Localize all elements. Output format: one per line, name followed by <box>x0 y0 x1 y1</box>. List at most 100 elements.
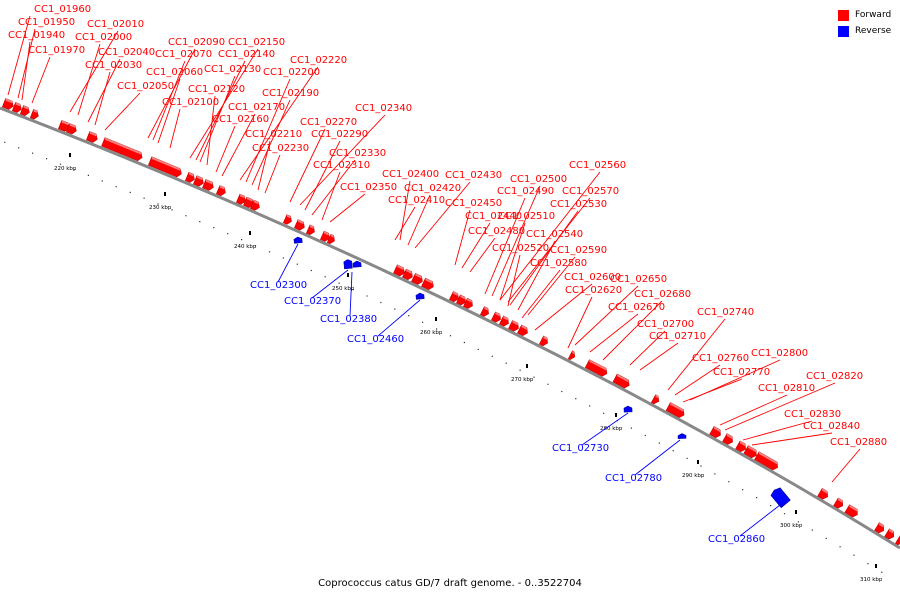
forward-gene-label[interactable]: CC1_02570 <box>562 186 619 197</box>
forward-gene-label[interactable]: CC1_02010 <box>87 19 144 30</box>
forward-gene-label[interactable]: CC1_02440 <box>465 211 522 222</box>
forward-gene-label[interactable]: CC1_02650 <box>610 274 667 285</box>
forward-gene[interactable] <box>11 102 23 113</box>
forward-gene[interactable] <box>874 522 887 535</box>
forward-gene-label[interactable]: CC1_02220 <box>290 55 347 66</box>
forward-gene-label[interactable]: CC1_02000 <box>75 32 132 43</box>
forward-gene-label[interactable]: CC1_02820 <box>806 371 863 382</box>
forward-gene-label[interactable]: CC1_02190 <box>262 88 319 99</box>
forward-gene-label[interactable]: CC1_02400 <box>382 169 439 180</box>
forward-gene[interactable] <box>411 272 424 285</box>
reverse-gene[interactable] <box>343 259 353 270</box>
forward-gene-label[interactable]: CC1_02410 <box>388 195 445 206</box>
forward-gene-label[interactable]: CC1_02590 <box>550 245 607 256</box>
forward-gene-label[interactable]: CC1_02740 <box>697 307 754 318</box>
reverse-gene[interactable] <box>623 405 633 413</box>
forward-gene-label[interactable]: CC1_01970 <box>28 45 85 56</box>
forward-gene[interactable] <box>305 224 316 236</box>
forward-gene[interactable] <box>612 373 631 389</box>
forward-gene[interactable] <box>499 315 510 328</box>
forward-gene-label[interactable]: CC1_02450 <box>445 198 502 209</box>
forward-gene[interactable] <box>491 311 502 324</box>
forward-gene-label[interactable]: CC1_02040 <box>98 47 155 58</box>
forward-gene-label[interactable]: CC1_02230 <box>252 143 309 154</box>
forward-gene[interactable] <box>449 291 460 303</box>
forward-gene-label[interactable]: CC1_02330 <box>329 148 386 159</box>
forward-gene-label[interactable]: CC1_02880 <box>830 437 887 448</box>
forward-gene[interactable] <box>754 451 780 472</box>
forward-gene[interactable] <box>895 535 900 547</box>
forward-gene[interactable] <box>402 268 414 281</box>
forward-gene[interactable] <box>833 497 845 510</box>
forward-gene-label[interactable]: CC1_02210 <box>245 129 302 140</box>
forward-gene-label[interactable]: CC1_01950 <box>18 17 75 28</box>
forward-gene[interactable] <box>58 120 71 132</box>
forward-gene-label[interactable]: CC1_01940 <box>8 30 65 41</box>
forward-gene-label[interactable]: CC1_02520 <box>492 243 549 254</box>
forward-gene-label[interactable]: CC1_02120 <box>188 84 245 95</box>
forward-gene[interactable] <box>844 504 860 519</box>
forward-gene[interactable] <box>19 105 31 116</box>
forward-gene[interactable] <box>193 175 205 188</box>
forward-gene[interactable] <box>250 199 261 211</box>
forward-gene[interactable] <box>243 196 255 209</box>
forward-gene[interactable] <box>517 324 529 337</box>
forward-gene-label[interactable]: CC1_02060 <box>146 67 203 78</box>
forward-gene-label[interactable]: CC1_02290 <box>311 129 368 140</box>
forward-gene-label[interactable]: CC1_02540 <box>526 229 583 240</box>
forward-gene-label[interactable]: CC1_02270 <box>300 117 357 128</box>
reverse-gene-label[interactable]: CC1_02380 <box>320 314 377 325</box>
forward-gene-label[interactable]: CC1_02490 <box>497 186 554 197</box>
forward-gene[interactable] <box>584 359 609 378</box>
forward-gene[interactable] <box>508 320 520 332</box>
forward-gene[interactable] <box>665 402 686 419</box>
forward-gene-label[interactable]: CC1_02700 <box>637 319 694 330</box>
forward-gene-label[interactable]: CC1_02150 <box>228 37 285 48</box>
forward-gene-label[interactable]: CC1_02620 <box>565 285 622 296</box>
forward-gene-label[interactable]: CC1_02420 <box>404 183 461 194</box>
forward-gene[interactable] <box>2 98 15 111</box>
forward-gene-label[interactable]: CC1_02350 <box>340 182 397 193</box>
forward-gene[interactable] <box>101 137 144 162</box>
forward-gene-label[interactable]: CC1_02340 <box>355 103 412 114</box>
forward-gene-label[interactable]: CC1_02830 <box>784 409 841 420</box>
forward-gene-label[interactable]: CC1_02430 <box>445 170 502 181</box>
forward-gene-label[interactable]: CC1_02800 <box>751 348 808 359</box>
forward-gene[interactable] <box>294 219 306 232</box>
forward-gene-label[interactable]: CC1_02310 <box>313 160 370 171</box>
forward-gene-label[interactable]: CC1_02100 <box>162 97 219 108</box>
reverse-gene[interactable] <box>677 433 687 439</box>
forward-gene-label[interactable]: CC1_02090 <box>168 37 225 48</box>
forward-gene[interactable] <box>29 109 40 120</box>
forward-gene-label[interactable]: CC1_02160 <box>212 114 269 125</box>
forward-gene[interactable] <box>463 297 474 310</box>
forward-gene[interactable] <box>282 214 293 226</box>
forward-gene-label[interactable]: CC1_01960 <box>34 4 91 15</box>
forward-gene[interactable] <box>326 233 336 245</box>
forward-gene[interactable] <box>709 426 723 439</box>
forward-gene[interactable] <box>320 230 331 242</box>
forward-gene[interactable] <box>202 179 215 191</box>
reverse-gene-label[interactable]: CC1_02780 <box>605 473 662 484</box>
forward-gene[interactable] <box>86 131 99 143</box>
forward-gene-label[interactable]: CC1_02170 <box>228 102 285 113</box>
forward-gene[interactable] <box>480 306 490 318</box>
forward-gene[interactable] <box>215 185 227 196</box>
forward-gene[interactable] <box>393 264 406 277</box>
forward-gene-label[interactable]: CC1_02030 <box>85 60 142 71</box>
forward-gene[interactable] <box>884 528 897 541</box>
forward-gene-label[interactable]: CC1_02070 <box>155 49 212 60</box>
reverse-gene-label[interactable]: CC1_02730 <box>552 443 609 454</box>
reverse-gene-label[interactable]: CC1_02300 <box>250 280 307 291</box>
forward-gene[interactable] <box>236 193 247 205</box>
forward-gene-label[interactable]: CC1_02130 <box>204 64 261 75</box>
reverse-gene[interactable] <box>293 236 303 244</box>
forward-gene-label[interactable]: CC1_02480 <box>468 226 525 237</box>
forward-gene[interactable] <box>65 123 78 135</box>
reverse-gene-label[interactable]: CC1_02460 <box>347 334 404 345</box>
forward-gene[interactable] <box>567 350 577 361</box>
forward-gene[interactable] <box>456 294 467 307</box>
forward-gene[interactable] <box>651 394 661 406</box>
forward-gene[interactable] <box>421 277 436 291</box>
forward-gene[interactable] <box>743 445 759 460</box>
